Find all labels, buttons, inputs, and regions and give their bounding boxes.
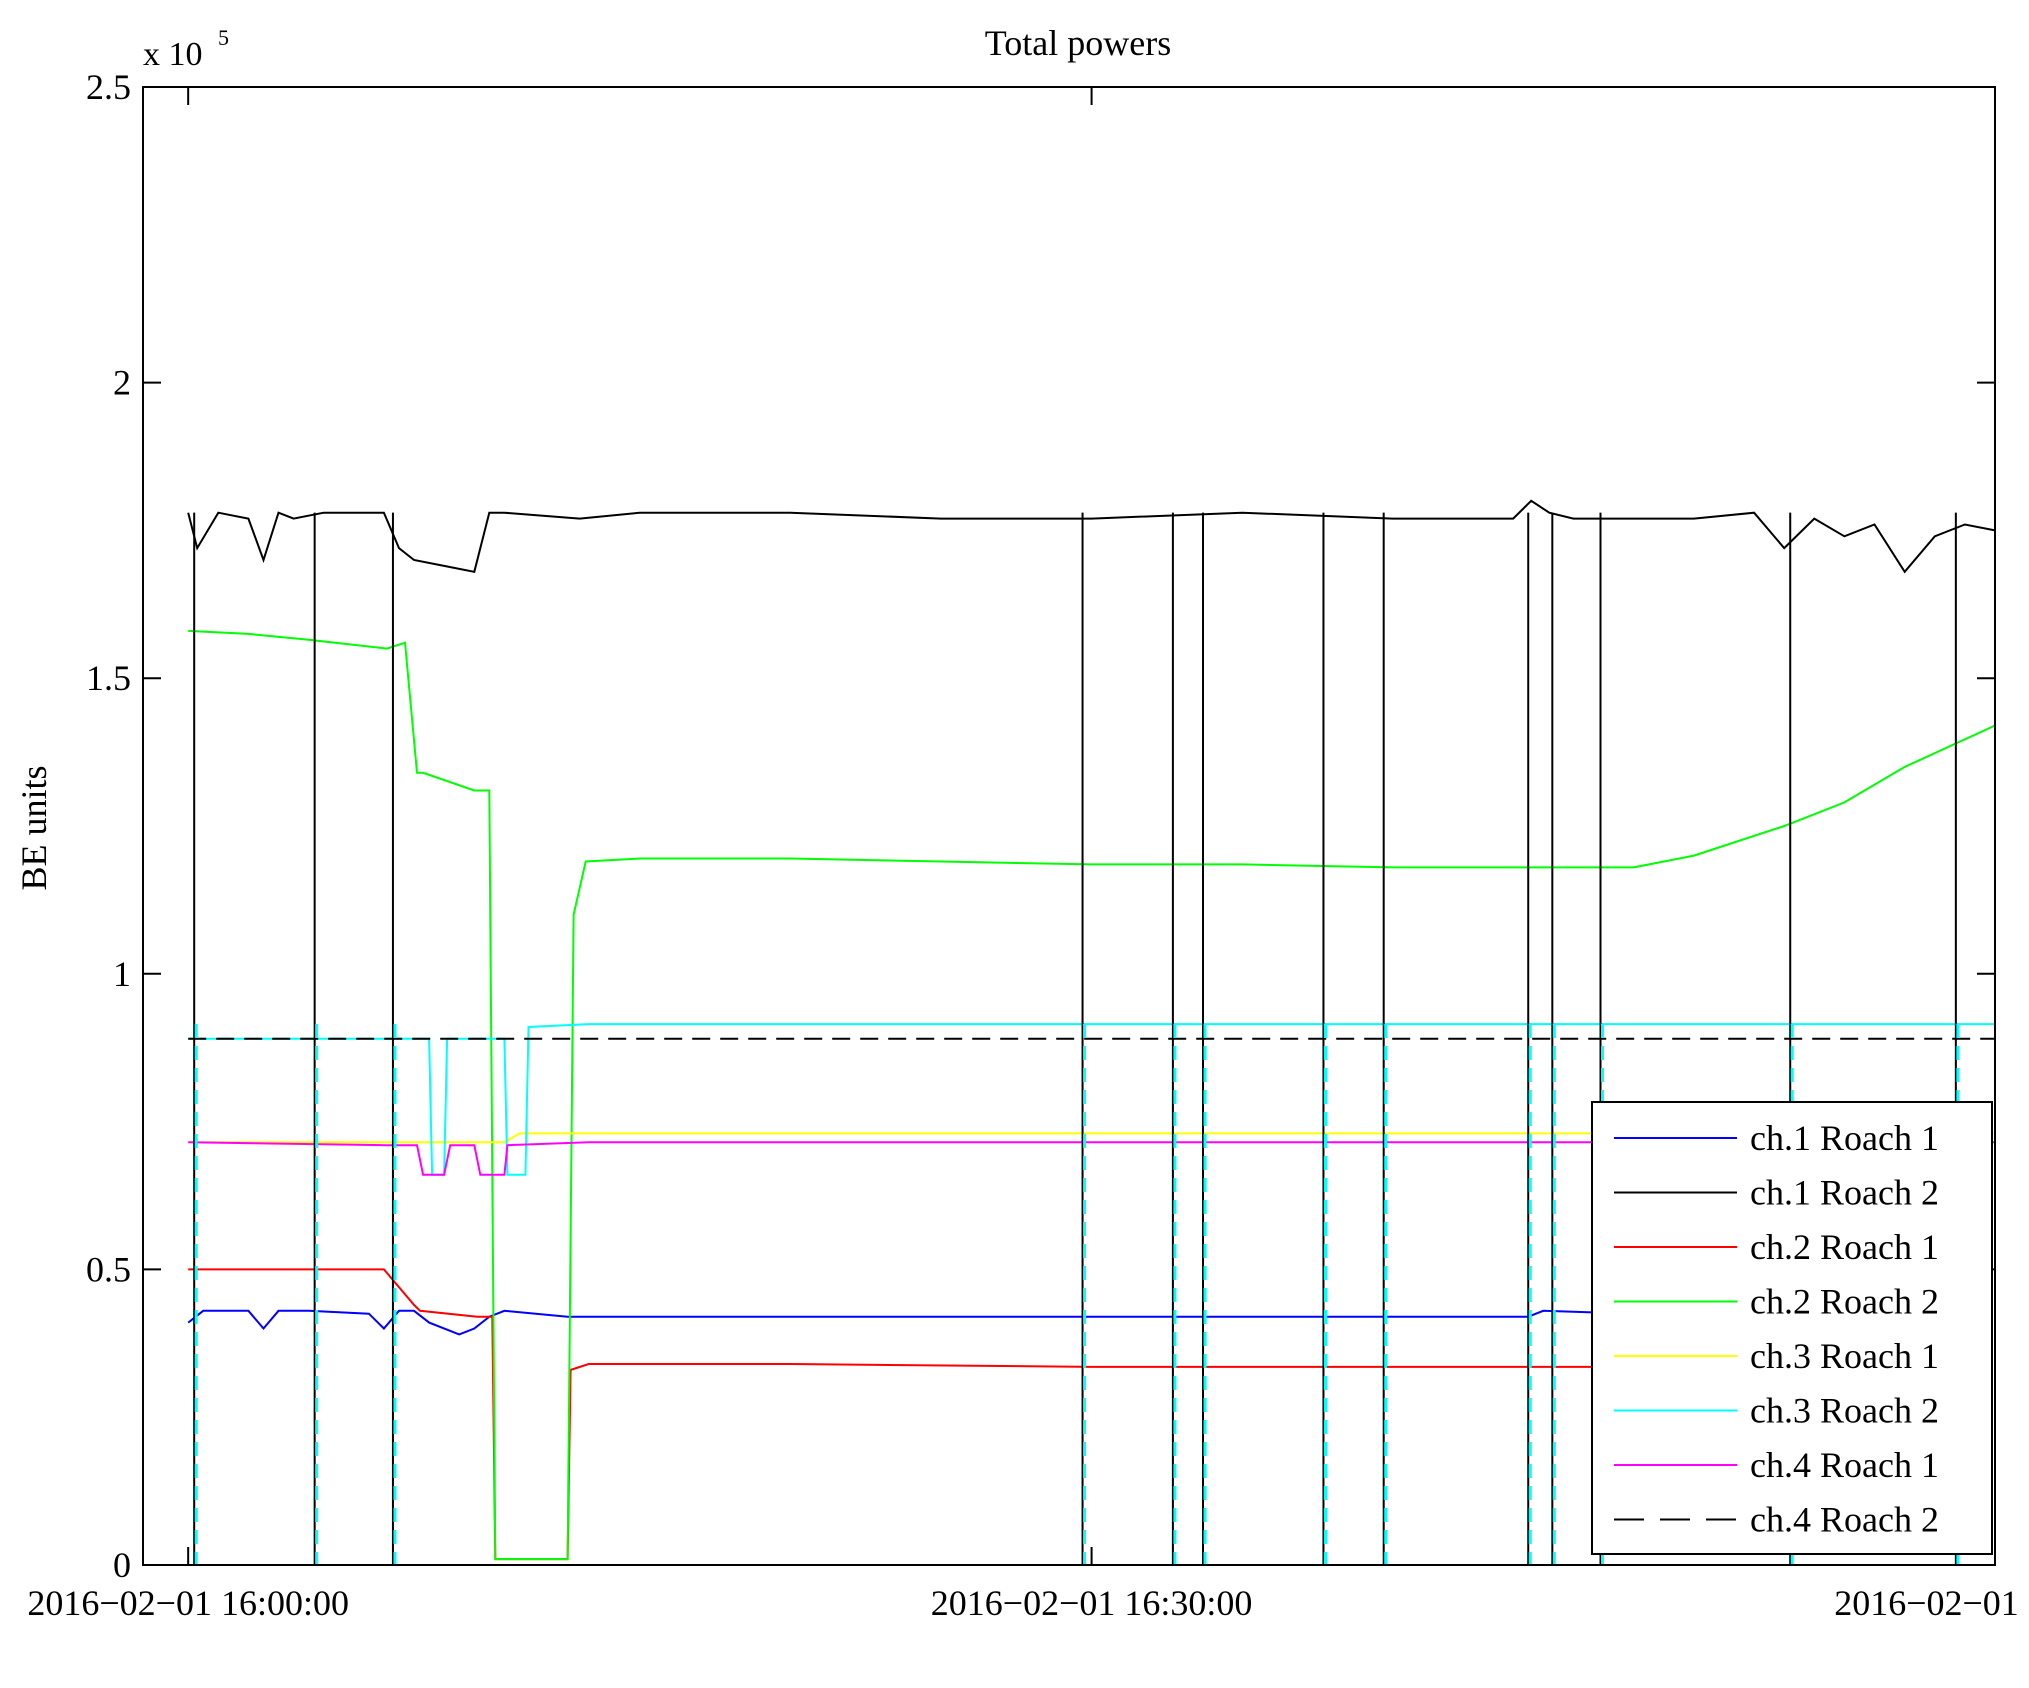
legend-label-8: ch.4 Roach 2 <box>1750 1500 1939 1540</box>
y-tick-label-1: 0.5 <box>86 1249 131 1289</box>
axes-layer: 0 0.5 1 1.5 2 2.5 2016−02−01 16:00:00 2016−02−0… <box>27 67 2029 1623</box>
legend-label-7: ch.4 Roach 1 <box>1750 1445 1939 1485</box>
legend-label-2: ch.1 Roach 2 <box>1750 1173 1939 1213</box>
series-layer <box>187 499 1996 1561</box>
legend-box <box>1591 1101 1993 1555</box>
y-axis-label: BE units <box>14 765 54 890</box>
x-tick-label-1: 2016−02−01 16:30:00 <box>931 1583 1253 1623</box>
x-tick-label-2: 2016−02−01 17:00:00 <box>1834 1583 2029 1623</box>
y-tick-label-4: 2 <box>113 363 131 403</box>
x-tick-label-0: 2016−02−01 16:00:00 <box>27 1583 349 1623</box>
legend-label-6: ch.3 Roach 2 <box>1750 1391 1939 1431</box>
legend-label-1: ch.1 Roach 1 <box>1750 1118 1939 1158</box>
series-line-7 <box>188 1141 1995 1176</box>
chart-title: Total powers <box>985 23 1171 63</box>
series-line-4 <box>188 629 1996 1561</box>
series-line-3 <box>188 1268 1815 1561</box>
y-multiplier-exponent: 5 <box>218 25 229 50</box>
legend-label-3: ch.2 Roach 1 <box>1750 1227 1939 1267</box>
y-tick-label-2: 1 <box>113 954 131 994</box>
y-multiplier: x 10 <box>143 36 203 73</box>
series-line-2 <box>187 499 1996 574</box>
y-tick-label-5: 2.5 <box>86 67 131 107</box>
y-tick-label-0: 0 <box>113 1545 131 1585</box>
y-tick-label-3: 1.5 <box>86 658 131 698</box>
legend-label-4: ch.2 Roach 2 <box>1750 1282 1939 1322</box>
series-line-1 <box>187 1309 1789 1336</box>
legend-label-5: ch.3 Roach 1 <box>1750 1336 1939 1376</box>
plot-area-frame <box>142 86 1996 1566</box>
legend: ch.1 Roach 1 ch.1 Roach 2 ch.2 Roach 1 ch.2… <box>1591 1101 1993 1555</box>
